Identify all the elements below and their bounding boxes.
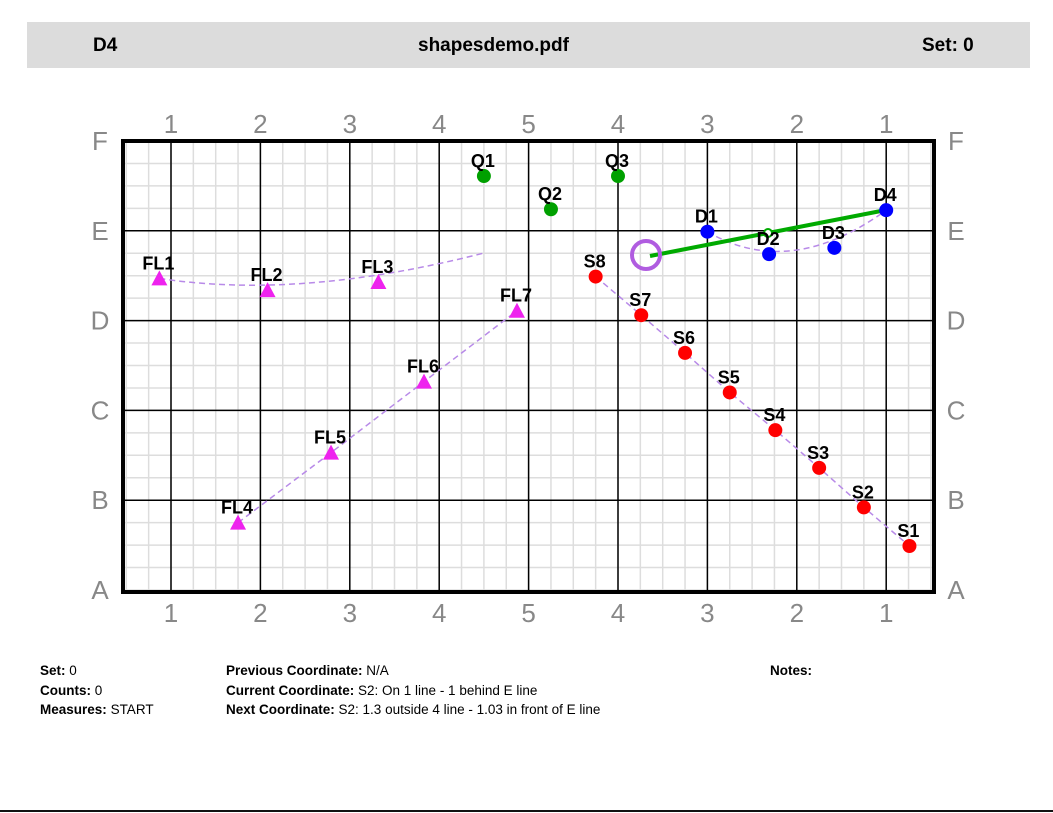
performer-triangle-FL2	[259, 282, 276, 298]
line-midpoint	[763, 228, 773, 238]
header-bar: D4 shapesdemo.pdf Set: 0	[27, 22, 1030, 68]
performer-triangle-FL4	[230, 514, 247, 530]
performer-dot-S2	[856, 500, 871, 515]
yard-label: 3	[700, 109, 714, 139]
document-title: shapesdemo.pdf	[418, 35, 569, 56]
performer-label: S2	[852, 482, 874, 502]
yard-label: 1	[879, 109, 893, 139]
performer-dot-D1	[700, 224, 715, 239]
performer-dot-Q1	[476, 169, 491, 184]
field-border	[121, 139, 936, 594]
yard-label: 4	[432, 109, 446, 139]
performer-triangle-FL5	[323, 444, 340, 460]
yard-label: 5	[521, 109, 535, 139]
yard-label: 1	[164, 109, 178, 139]
performer-dot-D4	[879, 203, 894, 218]
set-value: 0	[69, 663, 77, 678]
performer-label: FL3	[361, 257, 393, 277]
yard-label: 3	[700, 598, 714, 628]
header-performer: D4	[93, 35, 118, 56]
performer-label: D3	[822, 223, 845, 243]
performer-label: FL4	[221, 498, 253, 518]
yard-label: 2	[253, 109, 267, 139]
row-label: D	[91, 306, 110, 336]
performer-label: FL5	[314, 428, 346, 448]
performer-label: Q1	[471, 151, 495, 171]
yard-label: 4	[611, 598, 625, 628]
performer-label: FL6	[407, 357, 439, 377]
divider	[0, 810, 1053, 812]
current-coordinate: S2: On 1 line - 1 behind E line	[358, 682, 538, 698]
row-label: E	[947, 216, 964, 246]
yard-label: 3	[343, 598, 357, 628]
yard-label: 4	[611, 109, 625, 139]
performer-dot-S6	[678, 345, 693, 360]
performer-label: Q3	[605, 151, 629, 171]
performer-triangle-FL1	[151, 270, 168, 286]
fl-path	[237, 310, 518, 524]
performer-label: FL7	[500, 286, 532, 306]
performer-dot-D2	[762, 247, 777, 262]
performer-label: Q2	[538, 184, 562, 204]
yard-label: 5	[521, 598, 535, 628]
yard-label: 4	[432, 598, 446, 628]
yard-label: 2	[790, 598, 804, 628]
set-info: Set: 0 Counts: 0 Measures: START	[40, 663, 154, 717]
performer-dot-Q2	[543, 202, 558, 217]
coordinate-info: Previous Coordinate: N/A Current Coordin…	[226, 663, 601, 717]
row-label: F	[948, 126, 964, 156]
notes-label: Notes:	[770, 663, 813, 678]
performer-dot-S8	[588, 269, 603, 284]
performer-label: S5	[718, 367, 740, 387]
next-coordinate: S2: 1.3 outside 4 line - 1.03 in front o…	[338, 702, 601, 717]
performer-label: D4	[874, 185, 897, 205]
performer-label: S3	[807, 443, 829, 463]
performer-label: FL1	[142, 253, 174, 273]
s-path	[595, 276, 910, 547]
performer-label: S6	[673, 328, 695, 348]
yard-label: 2	[790, 109, 804, 139]
performer-label: D1	[695, 207, 718, 227]
yard-label: 2	[253, 598, 267, 628]
yard-label: 1	[879, 598, 893, 628]
row-label: E	[91, 216, 108, 246]
row-label: B	[91, 485, 108, 515]
performer-dot-S4	[768, 423, 783, 438]
performer-dot-S7	[634, 308, 649, 323]
row-label: C	[947, 395, 966, 425]
performer-label: D2	[757, 229, 780, 249]
counts-value: 0	[94, 682, 103, 698]
performer-dot-Q3	[611, 169, 625, 184]
row-label: A	[947, 575, 965, 605]
performer-dot-D3	[827, 240, 842, 255]
row-label: A	[91, 575, 109, 605]
performer-dot-S3	[812, 460, 827, 475]
yard-label: 3	[343, 109, 357, 139]
header-set: Set: 0	[922, 35, 974, 56]
measures-value: START	[110, 702, 154, 717]
drill-field: 1 1 2 2 3 3 4 4 5 5 4 4 3 3 2 2 1 1 A A B B C C D D E E F F Q1 Q2 Q3 D1 D2…	[91, 109, 966, 628]
performer-label: FL2	[251, 265, 283, 285]
previous-coordinate: N/A	[366, 663, 389, 678]
performer-triangle-FL7	[508, 302, 525, 318]
row-label: D	[947, 306, 966, 336]
row-label: F	[92, 126, 108, 156]
performer-dot-S1	[902, 538, 917, 553]
performer-label: S4	[763, 405, 785, 425]
row-label: B	[947, 485, 964, 515]
performer-triangle-FL3	[370, 273, 387, 289]
performer-label: S1	[897, 521, 919, 541]
row-label: C	[91, 395, 110, 425]
yard-label: 1	[164, 598, 178, 628]
performer-triangle-FL6	[416, 373, 433, 389]
selection-ring	[630, 239, 662, 271]
fl-arc	[159, 252, 485, 286]
performer-dot-S5	[722, 385, 737, 400]
performer-label: S8	[584, 252, 606, 272]
performer-label: S7	[629, 290, 651, 310]
